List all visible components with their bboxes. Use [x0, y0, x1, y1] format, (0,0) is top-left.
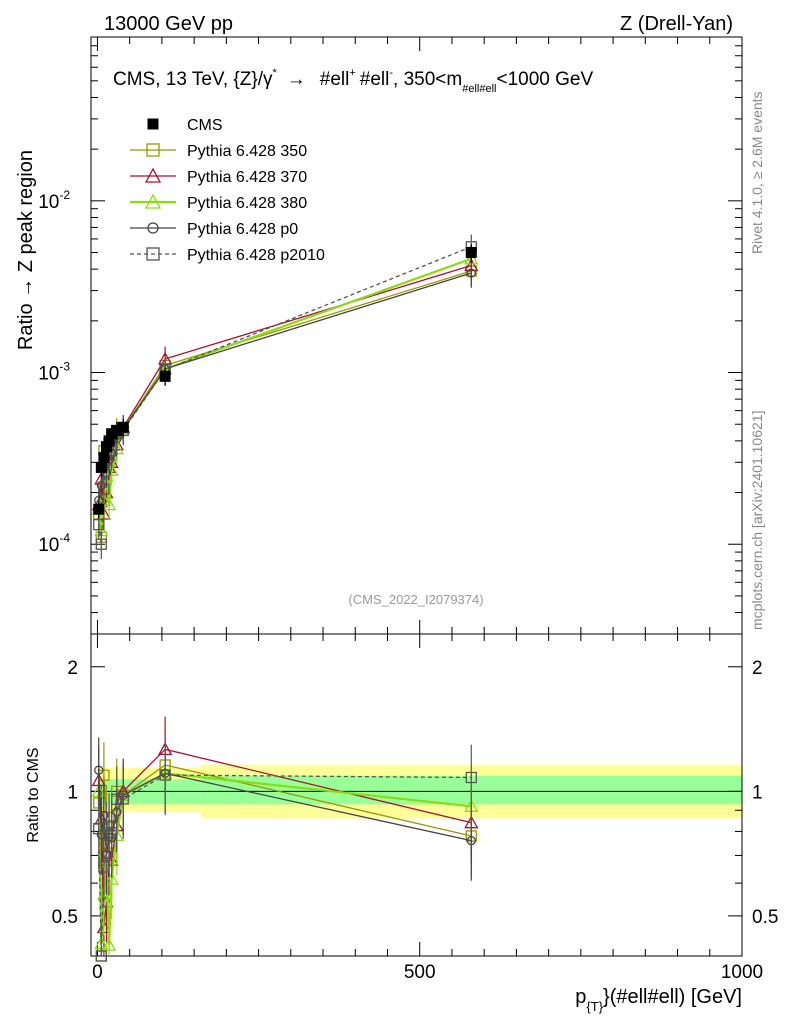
y-tick-mant: 10 [38, 535, 59, 556]
cms-point [98, 451, 110, 463]
series-4-ratio-point [98, 861, 110, 873]
y-tick-mant: 10 [38, 192, 59, 213]
legend-cms-label: CMS [187, 117, 223, 134]
series-4-point [98, 483, 110, 495]
title-range-hi: <1000 GeV [496, 69, 593, 90]
ratio-frame [90, 633, 743, 957]
ratio-panel: 0.5 0.5 1 1 2 2 0 500 1000 [52, 633, 778, 983]
ratio-tick-label: 1 [67, 782, 78, 803]
main-y-ticks: 10-410-310-2 [38, 36, 742, 635]
title-plus: + [349, 67, 355, 79]
title-minus: - [389, 67, 393, 79]
y-tick-label: 10-3 [38, 360, 70, 385]
ratio-x-ticks: 0 500 1000 [92, 634, 763, 983]
series-3-ratio-point [94, 765, 104, 775]
series-0-line [98, 270, 472, 538]
main-series [91, 234, 479, 560]
x-axis-label: p{T}}(#ell#ell) [GeV] [575, 986, 742, 1014]
series-3-point [96, 480, 106, 491]
legend-marker [146, 143, 160, 157]
series-2-ratio-point [101, 937, 117, 951]
analysis-id: (CMS_2022_I2079374) [348, 592, 483, 607]
legend-marker [146, 247, 160, 261]
title-sub: #ell#ell [462, 83, 496, 95]
series-2-ratio-point [104, 871, 119, 885]
series-3-ratio-point [99, 810, 109, 820]
legend-label: Pythia 6.428 p0 [187, 221, 298, 238]
cms-point [117, 421, 129, 433]
y-tick-label: 10-2 [38, 188, 70, 213]
legend-marker [144, 167, 162, 183]
series-4-ratio-line [98, 774, 472, 957]
ratio-tick-label: 0.5 [52, 907, 78, 928]
x-tick-label: 0 [92, 962, 103, 983]
series-4-ratio-point [111, 793, 123, 805]
header-left: 13000 GeV pp [104, 13, 233, 35]
xlabel-sub: {T} [586, 999, 603, 1014]
header-right: Z (Drell-Yan) [620, 13, 733, 35]
series-4-ratio-point [117, 793, 129, 805]
x-tick-label: 500 [404, 962, 436, 983]
main-panel: 10-410-310-2 [38, 36, 743, 635]
series-4-line [98, 246, 472, 545]
ratio-tick-label: 2 [752, 658, 763, 679]
cms-point [159, 370, 171, 382]
y-tick-exp: -4 [59, 531, 70, 545]
mcplots-label: mcplots.cern.ch [arXiv:2401.10621] [749, 411, 765, 630]
legend-label: Pythia 6.428 370 [187, 169, 307, 186]
series-3-ratio-point [466, 836, 476, 846]
series-4-ratio-point [159, 769, 171, 781]
xlabel-rest: }(#ell#ell) [GeV] [603, 986, 742, 1008]
y-tick-mant: 10 [38, 364, 59, 385]
ratio-y-ticks: 0.5 0.5 1 1 2 2 [52, 658, 778, 957]
title-ell1: #ell [320, 69, 350, 90]
title-arrow: → [287, 69, 306, 90]
series-3-point [466, 268, 476, 278]
legend: CMS Pythia 6.428 350 Pythia 6.428 370 Pythi… [130, 117, 325, 264]
ratio-series [91, 716, 479, 962]
legend-label: Pythia 6.428 p2010 [187, 247, 325, 264]
series-1-line [98, 264, 472, 515]
y-tick-exp: -2 [59, 188, 70, 202]
chart-title: CMS, 13 TeV, {Z}/γ* → #ell+ #ell-, 350<m#el… [113, 67, 593, 95]
series-4-ratio-point [95, 950, 107, 962]
title-star: * [272, 67, 277, 79]
y-tick-exp: -3 [59, 360, 70, 374]
series-3-line [98, 272, 472, 501]
y-tick-label: 10-4 [38, 531, 70, 556]
rivet-label: Rivet 4.1.0, ≥ 2.6M events [749, 91, 765, 254]
xlabel-main: p [575, 986, 586, 1008]
series-4-ratio-point [465, 771, 477, 784]
title-range-lo: , 350<m [393, 69, 462, 90]
ratio-tick-label: 1 [752, 782, 763, 803]
title-ell2: #ell [360, 69, 390, 90]
series-2-point [101, 497, 117, 511]
cms-point [93, 503, 105, 515]
main-x-ticks [96, 37, 743, 634]
ratio-axis-label: Ratio to CMS [25, 747, 42, 842]
ratio-tick-label: 2 [67, 658, 78, 679]
y-axis-label: Ratio → Z peak region [15, 150, 37, 350]
series-4-ratio-point [103, 820, 115, 832]
ratio-tick-label: 0.5 [752, 907, 778, 928]
legend-label: Pythia 6.428 380 [187, 195, 307, 212]
cms-point [95, 461, 107, 473]
series-2-line [97, 257, 472, 531]
legend-marker [144, 193, 162, 209]
x-tick-label: 1000 [721, 962, 763, 983]
series-4-point [93, 519, 105, 531]
title-main: CMS, 13 TeV, {Z}/γ [113, 69, 273, 90]
legend-label: Pythia 6.428 350 [187, 143, 307, 160]
cms-point [465, 247, 477, 259]
legend-marker [147, 222, 159, 234]
legend-cms-marker [147, 118, 159, 130]
series-4-point [95, 538, 107, 550]
